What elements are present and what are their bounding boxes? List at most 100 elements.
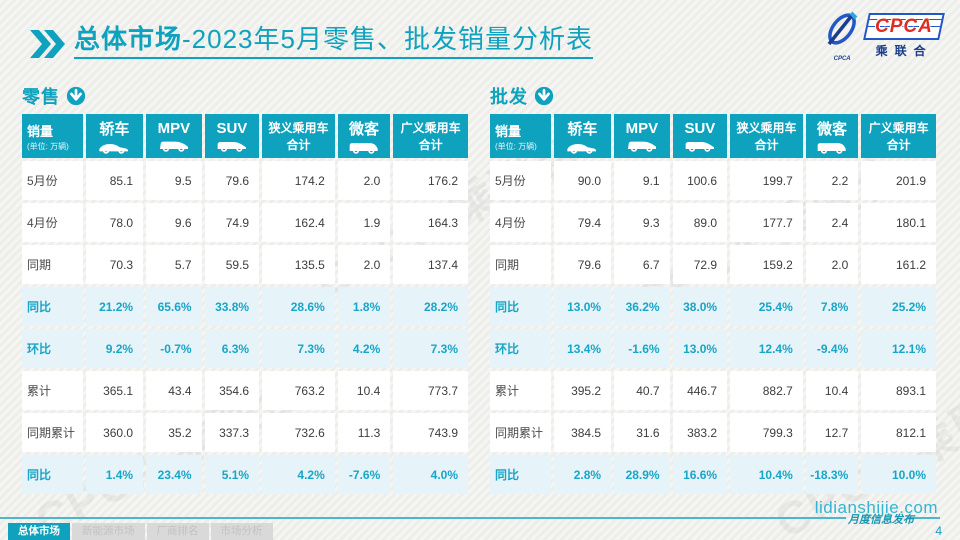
- table-cell: 9.2%: [85, 329, 144, 368]
- table-cell: 70.3: [85, 245, 144, 284]
- table-cell: 1.9: [337, 203, 391, 242]
- table-cell: 2.0: [337, 245, 391, 284]
- table-cell: 2.0: [805, 245, 859, 284]
- table-row: 5月份 90.0 9.1 100.6 199.7 2.2 201.9: [490, 161, 936, 200]
- title-bar: 总体市场-2023年5月零售、批发销量分析表: [30, 24, 593, 63]
- retail-table: 销量 (单位: 万辆) 轿车 MPV SUV 狭义乘用车 合计 微客 广义乘用车 合计 5月份 8…: [19, 111, 471, 497]
- table-cell: 9.5: [146, 161, 202, 200]
- footer-tab-总体市场[interactable]: 总体市场: [8, 523, 70, 540]
- column-header-5: 微客: [805, 114, 859, 158]
- column-header-sales: 销量 (单位: 万辆): [490, 114, 551, 158]
- table-cell: 137.4: [393, 245, 468, 284]
- table-cell: 28.2%: [393, 287, 468, 326]
- table-row: 4月份 78.0 9.6 74.9 162.4 1.9 164.3: [22, 203, 468, 242]
- table-cell: 36.2%: [614, 287, 670, 326]
- table-cell: 10.4: [805, 371, 859, 410]
- table-cell: 135.5: [262, 245, 335, 284]
- table-cell: 79.6: [204, 161, 260, 200]
- mpv-icon: [159, 141, 188, 152]
- table-cell: 773.7: [393, 371, 468, 410]
- table-cell: 4.2%: [262, 455, 335, 494]
- table-cell: 9.6: [146, 203, 202, 242]
- table-row: 同比 1.4% 23.4% 5.1% 4.2% -7.6% 4.0%: [22, 455, 468, 494]
- microvan-icon: [349, 143, 378, 154]
- row-label: 同比: [490, 287, 551, 326]
- column-header-sales: 销量 (单位: 万辆): [22, 114, 83, 158]
- table-cell: 177.7: [730, 203, 803, 242]
- table-row: 同比 13.0% 36.2% 38.0% 25.4% 7.8% 25.2%: [490, 287, 936, 326]
- retail-section-label: 零售: [22, 87, 60, 107]
- table-row: 同期 79.6 6.7 72.9 159.2 2.0 161.2: [490, 245, 936, 284]
- cpca-logo-box: CPCA: [863, 13, 945, 40]
- table-cell: 2.0: [337, 161, 391, 200]
- table-cell: 23.4%: [146, 455, 202, 494]
- table-row: 同期累计 384.5 31.6 383.2 799.3 12.7 812.1: [490, 413, 936, 452]
- cpca-logo-text: CPCA: [875, 16, 933, 37]
- table-cell: 74.9: [204, 203, 260, 242]
- row-label: 环比: [490, 329, 551, 368]
- row-label: 5月份: [490, 161, 551, 200]
- table-cell: 446.7: [672, 371, 728, 410]
- website-text: lidianshijie.com: [814, 498, 938, 517]
- table-cell: 893.1: [861, 371, 936, 410]
- wholesale-panel: 批发 销量 (单位: 万辆) 轿车 MPV SUV 狭义乘用车 合计 微客 广义乘用车 合计 5…: [490, 84, 936, 497]
- row-label: 环比: [22, 329, 83, 368]
- table-cell: 1.8%: [337, 287, 391, 326]
- table-cell: 100.6: [672, 161, 728, 200]
- table-cell: 7.3%: [262, 329, 335, 368]
- table-cell: 25.4%: [730, 287, 803, 326]
- microvan-icon: [817, 143, 846, 154]
- table-cell: 1.4%: [85, 455, 144, 494]
- suv-icon: [217, 142, 246, 152]
- table-cell: -9.4%: [805, 329, 859, 368]
- table-cell: 2.2: [805, 161, 859, 200]
- table-cell: 174.2: [262, 161, 335, 200]
- row-label: 同比: [22, 455, 83, 494]
- table-cell: 38.0%: [672, 287, 728, 326]
- footer-tab-新能源市场[interactable]: 新能源市场: [72, 523, 145, 540]
- column-header-5: 微客: [337, 114, 391, 158]
- table-cell: 882.7: [730, 371, 803, 410]
- footer-tab-市场分析[interactable]: 市场分析: [210, 523, 273, 540]
- column-header-6: 广义乘用车 合计: [393, 114, 468, 158]
- column-header-2: MPV: [614, 114, 670, 158]
- table-cell: 354.6: [204, 371, 260, 410]
- mpv-icon: [627, 141, 656, 152]
- table-cell: 732.6: [262, 413, 335, 452]
- table-cell: 28.6%: [262, 287, 335, 326]
- table-cell: 6.7: [614, 245, 670, 284]
- wholesale-section-label: 批发: [490, 87, 528, 107]
- retail-panel: 零售 销量 (单位: 万辆) 轿车 MPV SUV 狭义乘用车 合计 微客 广义乘用车 合计 5…: [22, 84, 468, 497]
- row-label: 同期累计: [22, 413, 83, 452]
- table-cell: 199.7: [730, 161, 803, 200]
- table-cell: 7.3%: [393, 329, 468, 368]
- row-label: 同比: [490, 455, 551, 494]
- row-label: 累计: [22, 371, 83, 410]
- table-cell: 13.0%: [672, 329, 728, 368]
- table-cell: 16.6%: [672, 455, 728, 494]
- table-cell: 72.9: [672, 245, 728, 284]
- row-label: 同期: [22, 245, 83, 284]
- column-header-1: 轿车: [553, 114, 612, 158]
- table-cell: 2.4: [805, 203, 859, 242]
- sedan-icon: [99, 144, 129, 154]
- table-cell: 365.1: [85, 371, 144, 410]
- table-cell: -18.3%: [805, 455, 859, 494]
- table-row: 同期累计 360.0 35.2 337.3 732.6 11.3 743.9: [22, 413, 468, 452]
- table-cell: 12.4%: [730, 329, 803, 368]
- table-cell: 10.4%: [730, 455, 803, 494]
- table-cell: 25.2%: [861, 287, 936, 326]
- column-header-4: 狭义乘用车 合计: [262, 114, 335, 158]
- table-cell: 5.1%: [204, 455, 260, 494]
- table-row: 同期 70.3 5.7 59.5 135.5 2.0 137.4: [22, 245, 468, 284]
- footer-divider: [0, 517, 846, 519]
- table-cell: 90.0: [553, 161, 612, 200]
- table-cell: 164.3: [393, 203, 468, 242]
- table-cell: 40.7: [614, 371, 670, 410]
- wholesale-table: 销量 (单位: 万辆) 轿车 MPV SUV 狭义乘用车 合计 微客 广义乘用车 合计 5月份 9…: [487, 111, 939, 497]
- table-cell: 78.0: [85, 203, 144, 242]
- table-cell: 35.2: [146, 413, 202, 452]
- footer-tab-厂商排名[interactable]: 厂商排名: [146, 523, 209, 540]
- table-cell: 743.9: [393, 413, 468, 452]
